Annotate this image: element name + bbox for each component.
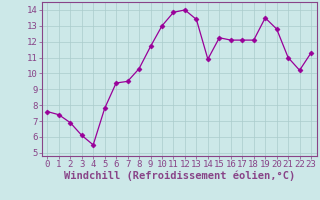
X-axis label: Windchill (Refroidissement éolien,°C): Windchill (Refroidissement éolien,°C) bbox=[64, 171, 295, 181]
